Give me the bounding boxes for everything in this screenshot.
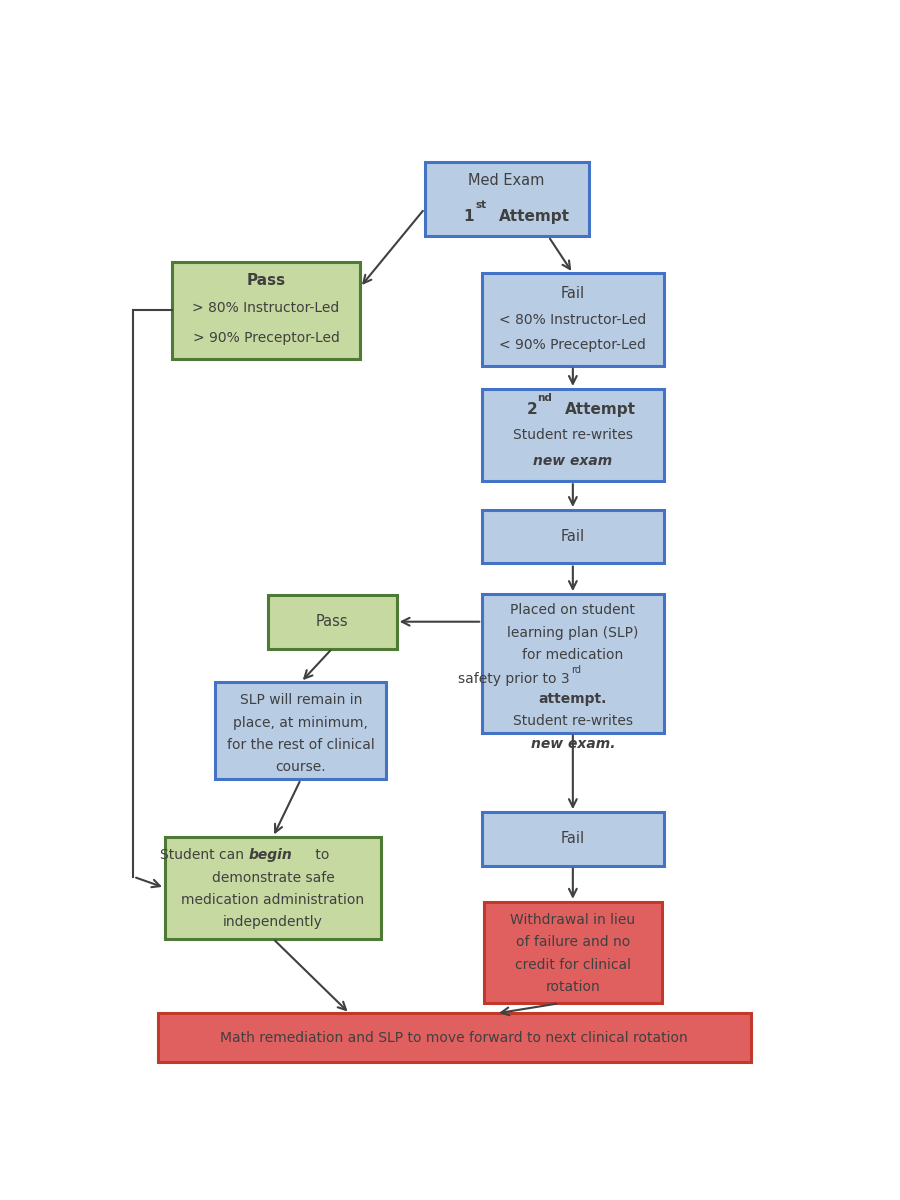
- FancyBboxPatch shape: [267, 595, 397, 648]
- FancyBboxPatch shape: [425, 162, 589, 236]
- Text: to: to: [311, 848, 329, 863]
- Text: Attempt: Attempt: [499, 209, 570, 223]
- FancyBboxPatch shape: [215, 683, 386, 779]
- Text: Fail: Fail: [561, 529, 585, 545]
- Text: independently: independently: [223, 916, 323, 929]
- FancyBboxPatch shape: [165, 838, 381, 938]
- Text: Fail: Fail: [561, 832, 585, 846]
- Text: Attempt: Attempt: [565, 402, 636, 416]
- FancyBboxPatch shape: [482, 812, 663, 865]
- Text: > 90% Preceptor-Led: > 90% Preceptor-Led: [193, 331, 339, 346]
- Text: place, at minimum,: place, at minimum,: [233, 715, 368, 730]
- Text: demonstrate safe: demonstrate safe: [212, 871, 334, 884]
- Text: > 80% Instructor-Led: > 80% Instructor-Led: [193, 301, 339, 316]
- Text: Student can: Student can: [160, 848, 248, 863]
- Text: new exam: new exam: [533, 454, 613, 468]
- Text: of failure and no: of failure and no: [516, 935, 630, 949]
- Text: attempt.: attempt.: [539, 692, 607, 706]
- Text: < 90% Preceptor-Led: < 90% Preceptor-Led: [500, 338, 646, 353]
- Text: Pass: Pass: [247, 274, 285, 288]
- Text: SLP will remain in: SLP will remain in: [239, 694, 362, 707]
- Text: Pass: Pass: [316, 614, 348, 629]
- FancyBboxPatch shape: [482, 389, 663, 481]
- FancyBboxPatch shape: [484, 901, 662, 1003]
- FancyBboxPatch shape: [172, 262, 360, 359]
- Text: rd: rd: [571, 666, 580, 676]
- Text: Student re-writes: Student re-writes: [513, 714, 633, 728]
- Text: Fail: Fail: [561, 286, 585, 301]
- FancyBboxPatch shape: [158, 1014, 751, 1062]
- Text: Withdrawal in lieu: Withdrawal in lieu: [510, 913, 635, 926]
- Text: nd: nd: [537, 394, 553, 403]
- Text: begin: begin: [248, 848, 292, 863]
- Text: new exam.: new exam.: [531, 737, 615, 750]
- Text: rotation: rotation: [545, 980, 600, 994]
- Text: for the rest of clinical: for the rest of clinical: [227, 738, 374, 752]
- Text: medication administration: medication administration: [182, 893, 364, 907]
- Text: learning plan (SLP): learning plan (SLP): [508, 625, 638, 640]
- Text: for medication: for medication: [522, 648, 624, 662]
- Text: < 80% Instructor-Led: < 80% Instructor-Led: [500, 312, 646, 326]
- Text: Placed on student: Placed on student: [510, 604, 635, 618]
- Text: safety prior to 3: safety prior to 3: [458, 672, 570, 685]
- Text: Math remediation and SLP to move forward to next clinical rotation: Math remediation and SLP to move forward…: [220, 1031, 688, 1044]
- Text: st: st: [475, 200, 486, 210]
- Text: Student re-writes: Student re-writes: [513, 428, 633, 442]
- FancyBboxPatch shape: [482, 510, 663, 564]
- Text: 2: 2: [527, 402, 538, 416]
- Text: 1: 1: [463, 209, 473, 223]
- Text: Med Exam: Med Exam: [468, 174, 544, 188]
- FancyBboxPatch shape: [482, 594, 663, 732]
- FancyBboxPatch shape: [482, 274, 663, 366]
- Text: course.: course.: [275, 761, 326, 774]
- Text: credit for clinical: credit for clinical: [515, 958, 631, 972]
